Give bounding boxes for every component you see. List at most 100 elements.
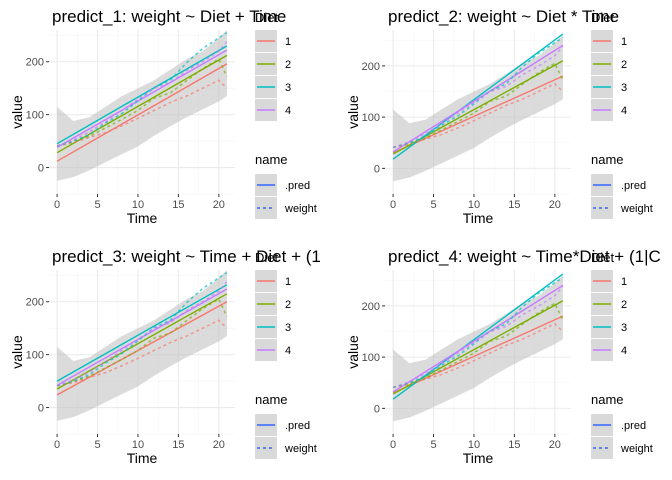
legend-label: .pred [285,180,310,192]
legend-label: 3 [285,322,291,334]
x-tick-label: 5 [430,439,436,451]
legend-label: .pred [285,420,310,432]
y-tick-label: 100 [362,352,380,364]
x-tick-label: 15 [172,439,184,451]
x-axis-title: Time [463,210,494,226]
x-tick-label: 20 [549,199,561,211]
legend-label: 4 [621,105,627,117]
y-axis-title: value [345,335,361,369]
y-tick-label: 0 [38,163,44,175]
legend-title: name [591,152,624,167]
x-tick-label: 10 [132,439,144,451]
legend-label: weight [284,443,317,455]
legend-label: 3 [285,82,291,94]
series-line-diet-3-pred [56,284,228,382]
legend-title: Diet [591,10,615,25]
legend-title: name [255,152,288,167]
y-tick-label: 200 [26,57,44,69]
chart-title: predict_1: weight ~ Diet + Time [52,7,286,26]
series-line-diet-4-pred [392,284,564,393]
legend-title: Diet [591,250,615,265]
legend-diet: 1 2 3 4 Diet [255,10,291,121]
legend-label: 3 [621,82,627,94]
legend-label: 2 [621,59,627,71]
x-axis-title: Time [463,450,494,466]
chart-panel-3: 0 5 10 15 200100200Timevalue1234Dietname.pre… [9,247,321,466]
series-line-diet-3-pred [56,45,228,145]
legend-diet: 1 2 3 4 Diet [591,10,627,121]
chart-title: predict_2: weight ~ Diet * Time [388,7,619,26]
x-axis-title: Time [127,450,158,466]
y-tick-label: 200 [26,297,44,309]
y-tick-label: 0 [374,403,380,415]
x-tick-label: 15 [172,199,184,211]
legend-name: name .pred weight [591,392,653,459]
series-line-diet-2-weight [392,302,564,389]
legend-name: name .pred weight [255,152,317,219]
x-tick-label: 10 [132,199,144,211]
series-line-diet-1-pred [56,301,228,396]
x-axis-title: Time [127,210,158,226]
legend-label: 1 [621,36,627,48]
legend-label: weight [620,443,653,455]
x-tick-label: 15 [508,439,520,451]
legend-diet: 1 2 3 4 Diet [255,250,291,361]
y-tick-label: 0 [374,163,380,175]
series-line-diet-1-weight [56,79,228,147]
x-tick-label: 5 [94,199,100,211]
x-tick-label: 5 [430,199,436,211]
series-line-diet-4-pred [392,44,564,153]
chart-panel-4: 0 5 10 15 200100200Timevalue1234Dietname.pre… [345,247,661,466]
x-tick-label: 10 [468,439,480,451]
chart-panel-2: 0 5 10 15 200100200Timevalue1234Dietname.pre… [345,7,653,226]
legend-title: name [591,392,624,407]
x-tick-label: 0 [54,439,60,451]
x-tick-label: 0 [390,439,396,451]
prediction-ribbon [57,270,227,421]
legend-label: weight [284,203,317,215]
x-tick-label: 20 [213,439,225,451]
y-tick-label: 100 [362,112,380,124]
series-line-diet-1-weight [392,82,564,149]
y-tick-label: 200 [362,61,380,73]
legend-label: 3 [621,322,627,334]
y-tick-label: 100 [26,110,44,122]
x-tick-label: 0 [54,199,60,211]
series-line-diet-1-weight [56,319,228,387]
series-line-diet-1-weight [392,322,564,389]
legend-label: 4 [621,345,627,357]
x-tick-label: 0 [390,199,396,211]
legend-label: 1 [285,276,291,288]
y-axis-title: value [9,95,25,129]
y-tick-label: 200 [362,301,380,313]
legend-diet: 1 2 3 4 Diet [591,250,627,361]
legend-label: .pred [621,420,646,432]
legend-label: 1 [621,276,627,288]
legend-title: Diet [255,250,279,265]
series-line-diet-2-weight [56,58,228,147]
legend-label: 4 [285,105,291,117]
legend-label: 2 [285,299,291,311]
legend-title: Diet [255,10,279,25]
series-line-diet-4-weight [56,41,228,147]
series-line-diet-3-pred [392,273,564,400]
chart-title: predict_4: weight ~ Time*Diet + (1|C [388,247,661,266]
x-tick-label: 15 [508,199,520,211]
prediction-ribbon [57,30,227,181]
x-tick-label: 20 [549,439,561,451]
series-line-diet-2-pred [56,54,228,154]
series-line-diet-4-weight [56,281,228,387]
chart-title: predict_3: weight ~ Time + Diet + (1 [52,247,321,266]
legend-label: 2 [285,59,291,71]
x-tick-label: 5 [94,439,100,451]
x-tick-label: 20 [213,199,225,211]
legend-label: 2 [621,299,627,311]
series-line-diet-1-pred [392,315,564,394]
y-tick-label: 0 [38,403,44,415]
legend-label: .pred [621,180,646,192]
chart-panel-1: 0 5 10 15 200100200Timevalue1234Dietname.pre… [9,7,317,226]
y-tick-label: 100 [26,350,44,362]
